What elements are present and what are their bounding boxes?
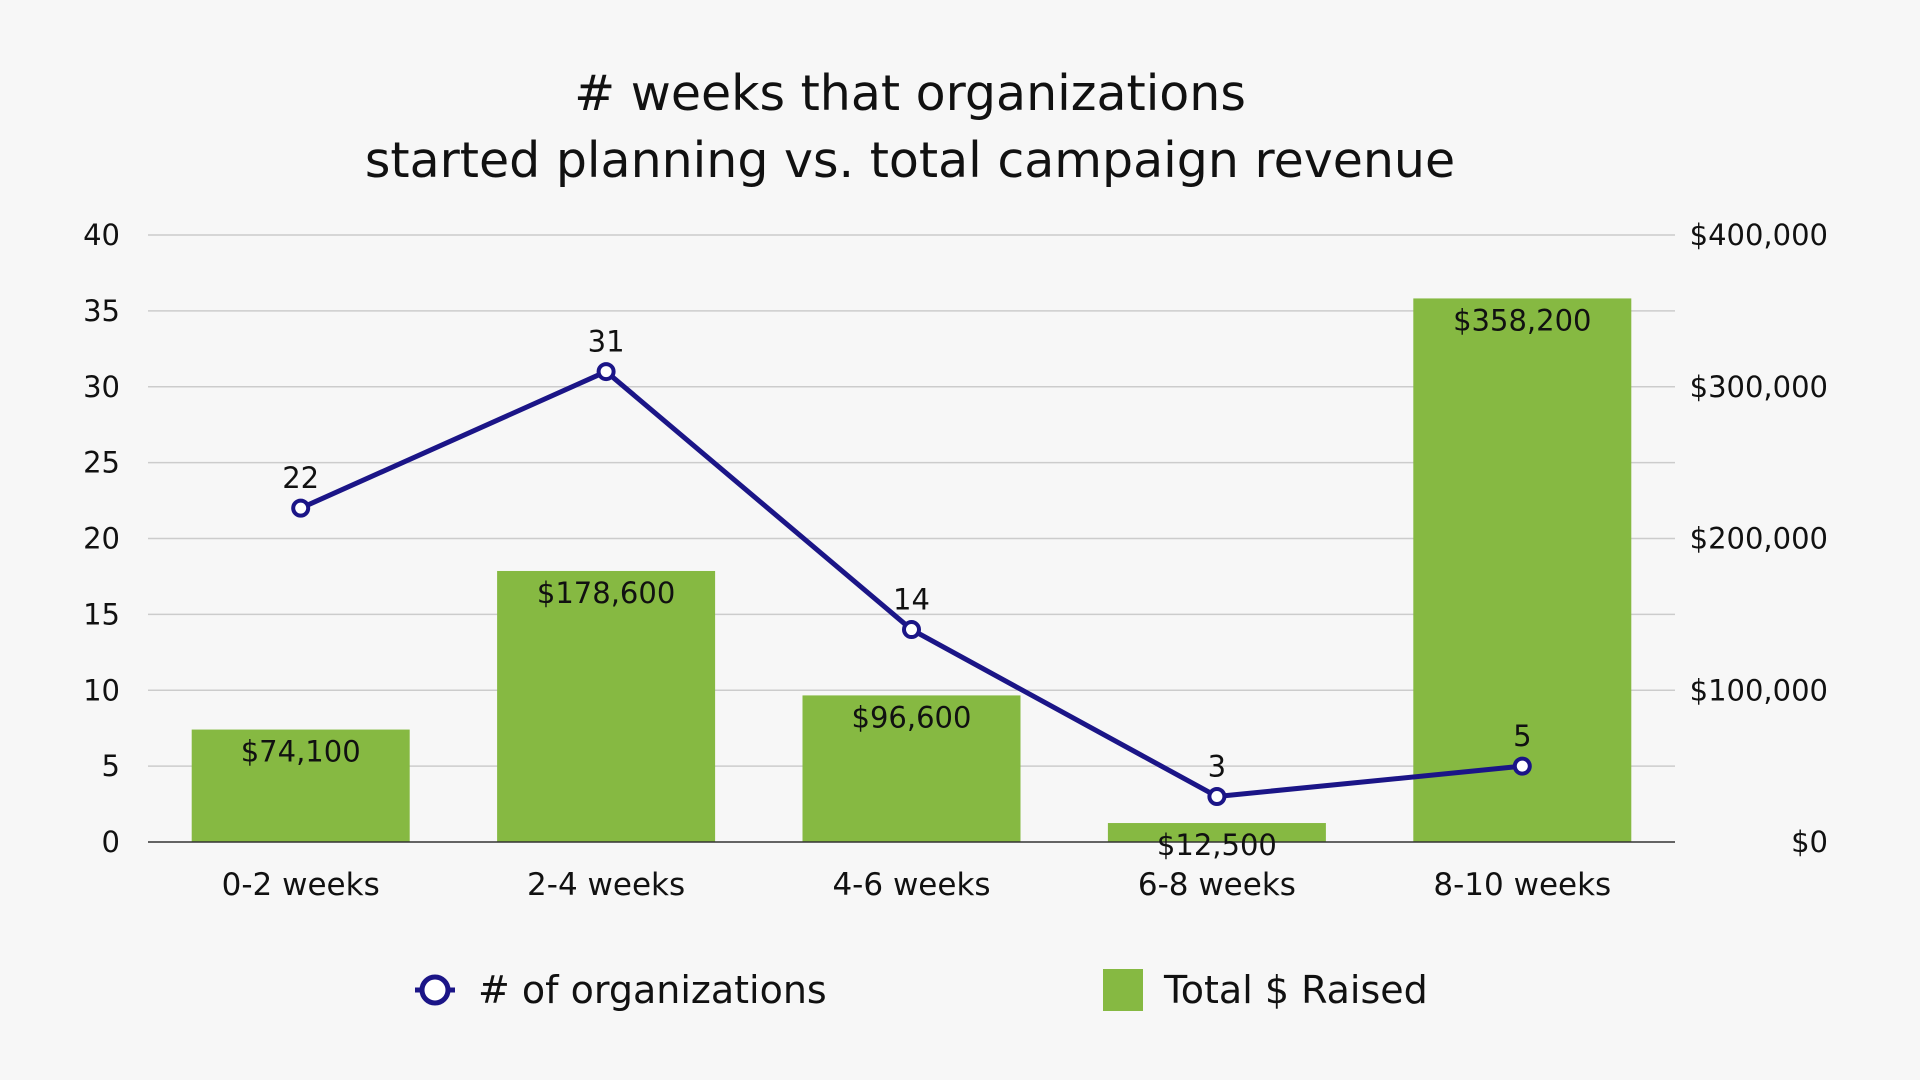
bar-data-label: $358,200 [1453, 303, 1591, 337]
bar [802, 695, 1021, 842]
line-series [291, 362, 1532, 806]
line-data-label: 5 [1513, 719, 1531, 753]
line-point [1207, 786, 1227, 806]
line-point [291, 498, 311, 518]
chart-title-line-1: # weeks that organizations [574, 65, 1246, 122]
line-data-label: 22 [282, 461, 319, 495]
data-labels: $74,100 $178,600 $96,600 $12,500 $358,200 22 3… [241, 303, 1592, 862]
right-axis-tick-label: $0 [1791, 825, 1828, 859]
left-axis-tick-label: 20 [83, 522, 120, 556]
line-point [1512, 756, 1532, 776]
legend-label-total-raised: Total $ Raised [1163, 968, 1428, 1012]
bar-data-label: $74,100 [241, 735, 361, 769]
category-label: 2-4 weeks [527, 867, 685, 903]
bar-data-label: $12,500 [1157, 828, 1277, 862]
right-axis-tick-label: $300,000 [1690, 370, 1828, 404]
line-point [596, 362, 616, 382]
right-axis-tick-label: $100,000 [1690, 673, 1828, 707]
legend-bar-swatch [1103, 969, 1143, 1011]
bar [1413, 298, 1632, 842]
bar-data-label: $96,600 [852, 700, 972, 734]
left-axis-tick-label: 40 [83, 218, 120, 252]
bar [191, 729, 410, 842]
category-label: 6-8 weeks [1138, 867, 1296, 903]
chart-title-line-2: started planning vs. total campaign reve… [365, 132, 1455, 189]
line-data-label: 31 [588, 325, 625, 359]
bar-series [191, 298, 1632, 842]
category-label: 4-6 weeks [832, 867, 990, 903]
legend-label-organizations: # of organizations [478, 968, 827, 1012]
left-axis-tick-label: 5 [102, 749, 120, 783]
axes: 0510152025303540$0$100,000$200,000$300,0… [83, 218, 1828, 903]
legend: # of organizations Total $ Raised [415, 968, 1428, 1012]
category-label: 8-10 weeks [1433, 867, 1611, 903]
legend-line-point [419, 974, 451, 1006]
right-axis-tick-label: $200,000 [1690, 522, 1828, 556]
bar [1107, 823, 1326, 842]
line-data-label: 3 [1208, 749, 1226, 783]
line-data-label: 14 [893, 583, 930, 617]
bar [497, 570, 716, 842]
left-axis-tick-label: 30 [83, 370, 120, 404]
bar-data-label: $178,600 [537, 576, 675, 610]
left-axis-tick-label: 10 [83, 673, 120, 707]
left-axis-tick-label: 15 [83, 597, 120, 631]
right-axis-tick-label: $400,000 [1690, 218, 1828, 252]
left-axis-tick-label: 25 [83, 446, 120, 480]
line-point [902, 620, 921, 640]
category-label: 0-2 weeks [222, 867, 380, 903]
left-axis-tick-label: 0 [102, 825, 120, 859]
left-axis-tick-label: 35 [83, 294, 120, 328]
